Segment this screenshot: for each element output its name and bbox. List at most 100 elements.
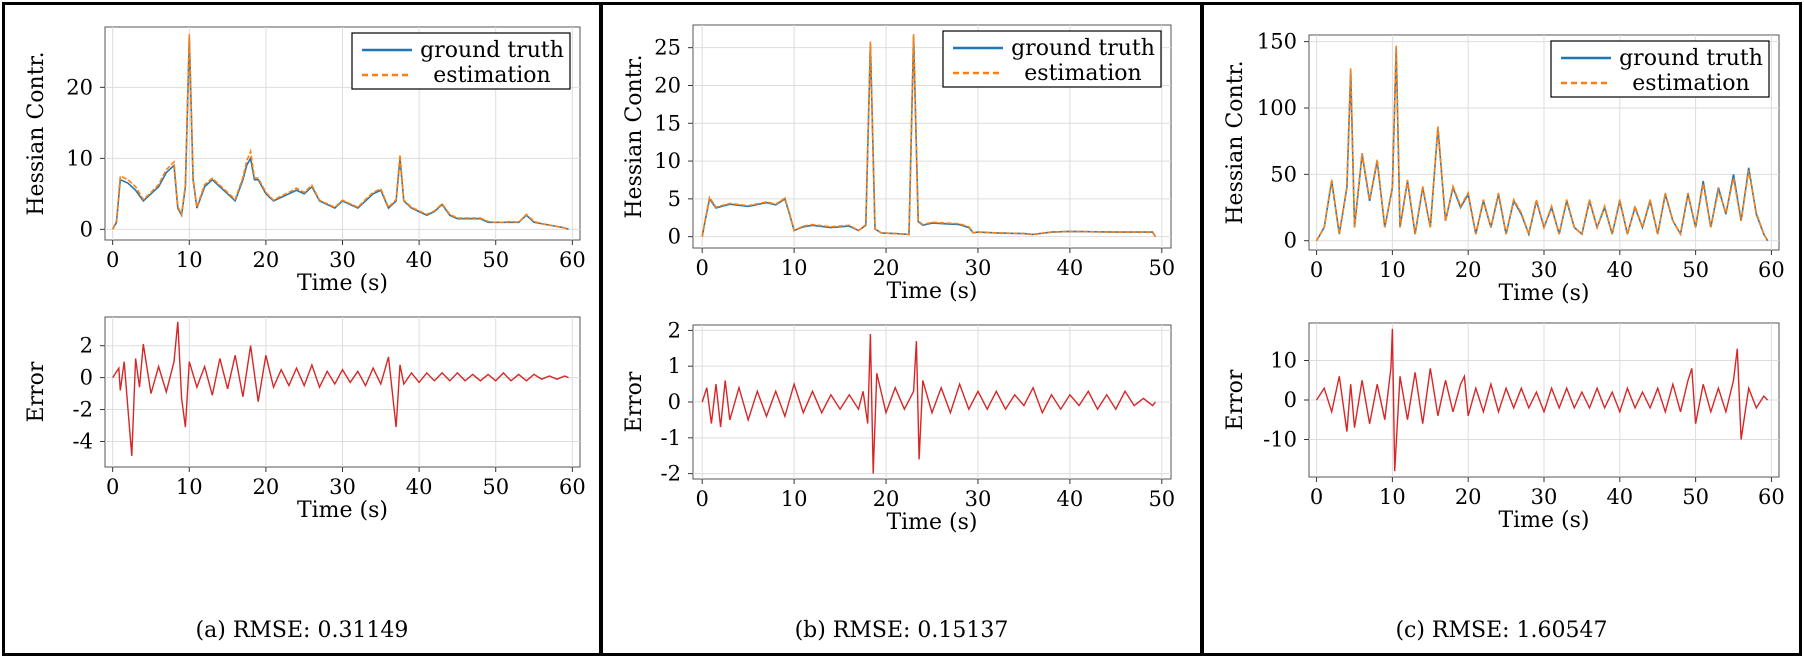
hessian-contribution-plot-c: 0 10 20 30 40 50 60 0 50 100 150 Time (s) Hessian Co…	[1223, 30, 1785, 306]
x-tick-label: 0	[106, 248, 119, 272]
x-tick-label: 50	[1148, 487, 1175, 511]
x-tick-label: 40	[1057, 256, 1084, 280]
legend-label: ground truth	[1011, 36, 1155, 61]
caption-a: (a) RMSE: 0.31149	[195, 618, 409, 643]
y-tick-label: 0	[668, 390, 681, 414]
y-tick-label: 20	[654, 73, 681, 97]
x-tick-label: 10	[176, 475, 203, 499]
y-tick-label: 10	[1270, 349, 1297, 373]
caption-c: (c) RMSE: 1.60547	[1395, 618, 1608, 643]
y-tick-label: -4	[73, 429, 93, 453]
legend-box	[942, 30, 1162, 88]
x-tick-label: 10	[781, 487, 808, 511]
x-tick-label: 50	[1148, 256, 1175, 280]
x-tick-label: 60	[1758, 258, 1785, 282]
legend-label: ground truth	[1619, 46, 1763, 71]
legend-label: estimation	[1024, 61, 1141, 86]
series-estimation	[1315, 45, 1769, 242]
series-error	[112, 321, 569, 456]
x-axis-label: Time (s)	[886, 279, 977, 304]
y-axis-label: Hessian Contr.	[622, 54, 647, 218]
x-tick-label: 0	[696, 256, 709, 280]
x-tick-label: 40	[1606, 485, 1633, 509]
x-axis-label: Time (s)	[297, 271, 388, 296]
y-tick-label: 1	[668, 354, 681, 378]
panel-c: 0 10 20 30 40 50 60 0 50 100 150 Time (s) Hessian Co…	[1201, 2, 1802, 656]
y-tick-label: 25	[654, 36, 681, 60]
y-tick-label: 0	[1284, 229, 1297, 253]
x-tick-label: 30	[965, 487, 992, 511]
caption-b: (b) RMSE: 0.15137	[794, 618, 1009, 643]
x-tick-label: 20	[873, 487, 900, 511]
y-tick-label: 2	[80, 334, 93, 358]
y-tick-label: 150	[1257, 30, 1297, 54]
x-tick-label: 40	[406, 248, 433, 272]
x-tick-label: 60	[559, 248, 586, 272]
x-tick-label: 10	[176, 248, 203, 272]
x-tick-label: 20	[1455, 485, 1482, 509]
hessian-contribution-plot-a: 0 10 20 30 40 50 60 0 10 20 Time (s) Hessian Contr.…	[24, 26, 586, 296]
x-tick-label: 50	[482, 248, 509, 272]
panel-b: 0 10 20 30 40 50 0 5 10 15 20 25 Time (s) Hessian Con…	[600, 2, 1203, 656]
y-tick-label: 15	[654, 111, 681, 135]
series-estimation	[111, 34, 569, 231]
y-tick-label: 20	[66, 75, 93, 99]
error-plot-c: 0 10 20 30 40 50 60 -10 0 10 Time (s) Error	[1223, 322, 1785, 533]
x-axis-label: Time (s)	[297, 498, 388, 523]
y-axis-label: Error	[24, 361, 49, 422]
x-tick-label: 30	[1531, 485, 1558, 509]
y-axis-label: Error	[622, 371, 647, 432]
x-axis-label: Time (s)	[886, 510, 977, 535]
x-tick-label: 0	[1310, 485, 1323, 509]
x-tick-label: 60	[559, 475, 586, 499]
legend-label: estimation	[433, 63, 550, 88]
x-tick-label: 0	[696, 487, 709, 511]
series-error	[701, 333, 1156, 474]
y-tick-label: -2	[661, 462, 681, 486]
y-tick-label: -2	[73, 398, 93, 422]
y-tick-label: 0	[80, 217, 93, 241]
legend-box	[351, 32, 571, 90]
y-tick-label: 0	[1284, 388, 1297, 412]
x-tick-label: 30	[329, 248, 356, 272]
y-axis-label: Hessian Contr.	[24, 51, 49, 215]
x-tick-label: 40	[1057, 487, 1084, 511]
y-axis-label: Hessian Contr.	[1223, 60, 1248, 224]
series-error	[1316, 328, 1769, 472]
x-tick-label: 30	[1531, 258, 1558, 282]
y-axis-label: Error	[1223, 369, 1248, 430]
x-tick-label: 40	[406, 475, 433, 499]
x-axis-label: Time (s)	[1498, 508, 1589, 533]
x-tick-label: 20	[253, 248, 280, 272]
x-tick-label: 60	[1758, 485, 1785, 509]
x-tick-label: 10	[781, 256, 808, 280]
legend-label: estimation	[1632, 71, 1749, 96]
y-tick-label: -10	[1263, 427, 1297, 451]
x-tick-label: 0	[106, 475, 119, 499]
x-tick-label: 10	[1379, 258, 1406, 282]
x-axis-label: Time (s)	[1498, 281, 1589, 306]
panel-a: 0 10 20 30 40 50 60 0 10 20 Time (s) Hessian Contr.…	[2, 2, 602, 656]
y-tick-label: 50	[1270, 162, 1297, 186]
x-tick-label: 20	[253, 475, 280, 499]
y-tick-label: 100	[1257, 96, 1297, 120]
legend-box	[1550, 40, 1770, 98]
x-tick-label: 30	[329, 475, 356, 499]
x-tick-label: 50	[1682, 485, 1709, 509]
y-tick-label: 10	[66, 146, 93, 170]
x-tick-label: 10	[1379, 485, 1406, 509]
y-tick-label: -1	[661, 426, 681, 450]
y-tick-label: 10	[654, 149, 681, 173]
x-tick-label: 50	[482, 475, 509, 499]
x-tick-label: 20	[873, 256, 900, 280]
x-tick-label: 20	[1455, 258, 1482, 282]
x-tick-label: 50	[1682, 258, 1709, 282]
error-plot-a: 0 10 20 30 40 50 60 -4 -2 0 2 Time (s) Error	[24, 316, 586, 523]
y-tick-label: 5	[668, 187, 681, 211]
x-tick-label: 0	[1310, 258, 1323, 282]
y-tick-label: 2	[668, 318, 681, 342]
legend-label: ground truth	[420, 38, 564, 63]
